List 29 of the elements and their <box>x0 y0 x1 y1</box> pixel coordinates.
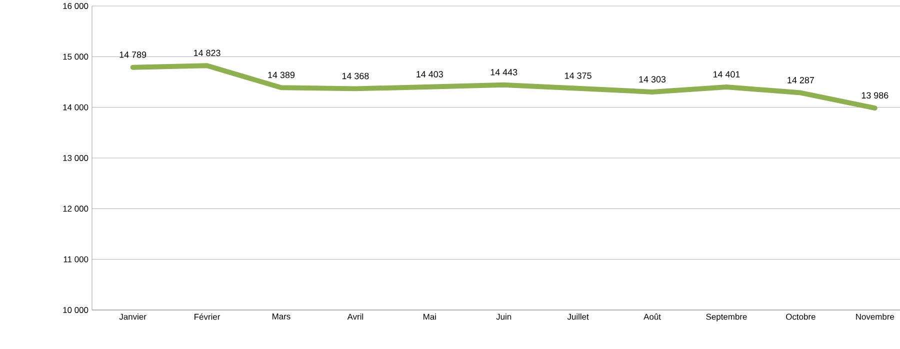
y-tick-label: 15 000 <box>63 54 88 60</box>
data-label: 14 303 <box>639 76 666 82</box>
x-tick-label: Novembre <box>856 314 894 320</box>
y-tick-label: 11 000 <box>64 256 88 262</box>
x-tick-label: Septembre <box>706 314 747 322</box>
data-label: 14 389 <box>268 72 295 78</box>
x-tick-label: Avril <box>347 314 364 320</box>
x-tick-label: Février <box>194 314 220 320</box>
y-tick-label: 16 000 <box>63 3 88 9</box>
data-label: 13 986 <box>862 92 888 99</box>
data-label: 14 403 <box>416 71 443 78</box>
y-tick-label: 14 000 <box>63 104 88 110</box>
data-label: 14 443 <box>490 69 518 76</box>
data-label: 14 375 <box>565 72 592 79</box>
data-label: 14 823 <box>194 50 220 56</box>
y-tick-label: 12 000 <box>63 206 88 212</box>
data-label: 14 401 <box>713 71 740 78</box>
x-tick-label: Juin <box>496 314 512 320</box>
x-tick-label: Août <box>644 314 661 320</box>
x-tick-label: Juillet <box>567 314 589 320</box>
x-tick-label: Mai <box>424 314 436 320</box>
data-label: 14 287 <box>788 76 814 84</box>
y-tick-label: 13 000 <box>63 155 88 161</box>
x-tick-label: Mars <box>272 314 290 320</box>
data-label: 14 789 <box>120 52 146 58</box>
y-tick-label: 10 000 <box>63 307 88 313</box>
x-tick-label: Octobre <box>786 314 816 320</box>
data-label: 14 368 <box>342 72 369 80</box>
x-tick-label: Janvier <box>119 314 146 320</box>
